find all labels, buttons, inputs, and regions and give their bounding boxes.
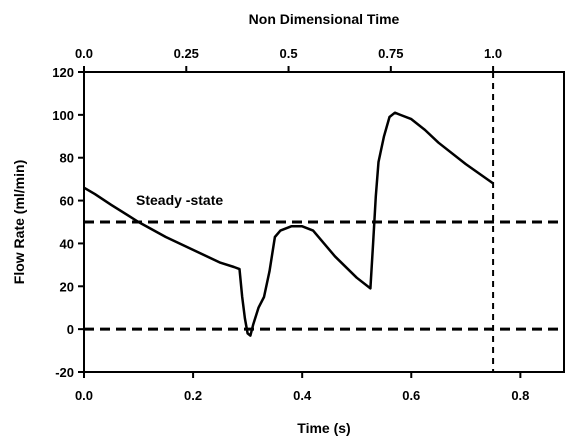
top-ticks: 0.0 0.25 0.5 0.75 1.0 <box>75 46 502 72</box>
y-tick-label: -20 <box>55 365 74 380</box>
reference-lines <box>84 72 564 372</box>
x-tick-label: 0.2 <box>184 388 202 403</box>
y-tick-label: 40 <box>60 236 74 251</box>
bottom-ticks: 0.0 0.2 0.4 0.6 0.8 <box>75 372 529 403</box>
left-ticks: -20 0 20 40 60 80 100 120 <box>52 65 84 380</box>
top-tick-label: 0.75 <box>378 46 403 61</box>
y-tick-label: 80 <box>60 151 74 166</box>
steady-state-label: Steady -state <box>136 192 223 208</box>
x-axis-title: Time (s) <box>297 420 350 436</box>
y-tick-label: 20 <box>60 279 74 294</box>
top-tick-label: 0.5 <box>280 46 298 61</box>
series-line-0 <box>83 111 494 337</box>
y-tick-label: 0 <box>67 322 74 337</box>
top-tick-label: 1.0 <box>484 46 502 61</box>
y-tick-label: 60 <box>60 194 74 209</box>
x-tick-label: 0.8 <box>511 388 529 403</box>
x-tick-label: 0.6 <box>402 388 420 403</box>
y-axis-title: Flow Rate (ml/min) <box>11 160 27 284</box>
data-series <box>83 111 494 337</box>
y-tick-label: 120 <box>52 65 74 80</box>
x-tick-label: 0.4 <box>293 388 312 403</box>
x-tick-label: 0.0 <box>75 388 93 403</box>
top-tick-label: 0.25 <box>174 46 199 61</box>
top-axis-title: Non Dimensional Time <box>249 11 400 27</box>
top-tick-label: 0.0 <box>75 46 93 61</box>
plot-frame <box>83 71 565 373</box>
y-tick-label: 100 <box>52 108 74 123</box>
